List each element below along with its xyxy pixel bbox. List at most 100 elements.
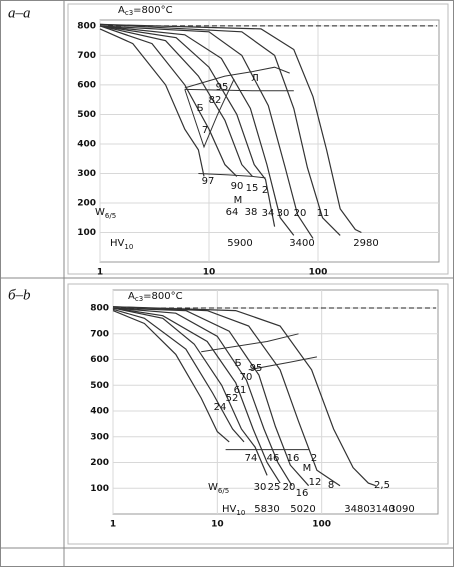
annotation: 11 <box>317 208 330 219</box>
annotation: 52 <box>226 393 239 404</box>
x-tick-label: 1 <box>110 520 116 530</box>
y-tick-label: 400 <box>77 139 96 149</box>
hv-label: HV10 <box>222 504 245 517</box>
annotation: 95 <box>216 82 229 93</box>
annotation: 8 <box>328 480 334 491</box>
annotation: 16 <box>296 488 309 499</box>
ac3-sub: c3 <box>125 9 133 17</box>
x-tick-label: 10 <box>211 520 224 530</box>
chart-frame <box>67 3 449 275</box>
cooling-curve <box>112 308 245 443</box>
annotation: 5830 <box>254 504 279 515</box>
annotation: 46 <box>267 453 280 464</box>
x-tick-label: 1 <box>97 268 103 278</box>
y-tick-label: 100 <box>77 228 96 238</box>
annotation: 95 <box>250 363 263 374</box>
hv-label-sub: 10 <box>124 243 133 251</box>
annotation: 30 <box>254 482 267 493</box>
annotation: 70 <box>240 372 253 383</box>
annotation: 20 <box>283 482 296 493</box>
annotation: 30 <box>277 208 290 219</box>
annotation: М <box>303 463 312 474</box>
annotation: 24 <box>214 402 227 413</box>
x-tick-label: 100 <box>309 268 328 278</box>
annotation: 2,5 <box>374 480 390 491</box>
y-tick-label: 100 <box>90 484 109 494</box>
cooling-curve <box>99 25 295 236</box>
cooling-curve <box>112 307 281 484</box>
cooling-curve <box>112 307 310 487</box>
cooling-curve <box>112 306 376 487</box>
y-tick-label: 500 <box>77 110 96 120</box>
cooling-curve <box>99 23 341 236</box>
annotation: 64 <box>226 207 239 218</box>
y-tick-label: 700 <box>77 51 96 61</box>
y-tick-label: 500 <box>90 381 109 391</box>
w-label: W6/5 <box>208 482 229 495</box>
annotation: 61 <box>234 385 247 396</box>
transformation-boundary <box>201 333 299 353</box>
annotation: 3140 <box>369 504 394 515</box>
w-label-sub: 6/5 <box>105 212 116 220</box>
annotation: 74 <box>245 453 258 464</box>
y-tick-label: 400 <box>90 407 109 417</box>
annotation: 38 <box>245 207 258 218</box>
annotation: Л <box>251 73 259 84</box>
annotation: 3400 <box>289 238 314 249</box>
hv-label-main: HV <box>110 238 125 249</box>
y-tick-label: 800 <box>77 21 96 31</box>
annotation: 7 <box>202 125 208 136</box>
annotation: 16 <box>287 453 300 464</box>
annotation: 97 <box>202 176 215 187</box>
annotation: 25 <box>268 482 281 493</box>
cooling-curve <box>99 28 205 177</box>
hv-label-main: HV <box>222 504 237 515</box>
transformation-boundary <box>198 173 266 179</box>
cooling-curve <box>99 25 276 227</box>
cooling-curve <box>99 23 362 234</box>
transformation-boundary <box>184 66 290 89</box>
transformation-boundary <box>184 78 235 149</box>
annotation: М <box>234 195 243 206</box>
row-label: а–а <box>8 5 31 21</box>
ac3-label: Ac3=800°C <box>118 5 173 17</box>
cooling-curve <box>112 307 268 476</box>
annotation: 2 <box>262 185 268 196</box>
annotation: 3090 <box>389 504 414 515</box>
w-label: W6/5 <box>95 207 116 220</box>
annotation: 20 <box>294 208 307 219</box>
annotation: 2980 <box>353 238 378 249</box>
row-label: б–b <box>8 287 31 303</box>
annotation: 5900 <box>227 238 252 249</box>
y-tick-label: 700 <box>90 329 109 339</box>
annotation: Б <box>197 103 204 114</box>
annotation: 2 <box>311 453 317 464</box>
y-tick-label: 200 <box>77 198 96 208</box>
ac3-sub: c3 <box>135 295 143 303</box>
x-tick-label: 100 <box>312 520 331 530</box>
w-label-sub: 6/5 <box>218 487 229 495</box>
annotation: 12 <box>309 477 322 488</box>
annotation: 90 <box>231 181 244 192</box>
cooling-curve <box>112 310 230 443</box>
ac3-prefix: A <box>128 291 135 302</box>
x-tick-label: 10 <box>203 268 216 278</box>
annotation: 15 <box>246 183 259 194</box>
y-tick-label: 300 <box>90 432 109 442</box>
ac3-label: Ac3=800°C <box>128 291 183 303</box>
y-tick-label: 200 <box>90 458 109 468</box>
cooling-curve <box>112 306 341 487</box>
annotation: 34 <box>262 208 275 219</box>
w-label-main: W <box>208 482 218 493</box>
cooling-curve <box>112 307 293 487</box>
cooling-curve <box>99 25 314 239</box>
y-tick-label: 800 <box>90 304 109 314</box>
cooling-curve <box>99 25 253 177</box>
ac3-suffix: =800°C <box>143 291 182 302</box>
y-tick-label: 600 <box>90 355 109 365</box>
cooling-curve <box>99 25 238 177</box>
annotation: 82 <box>209 95 222 106</box>
w-label-main: W <box>95 207 105 218</box>
